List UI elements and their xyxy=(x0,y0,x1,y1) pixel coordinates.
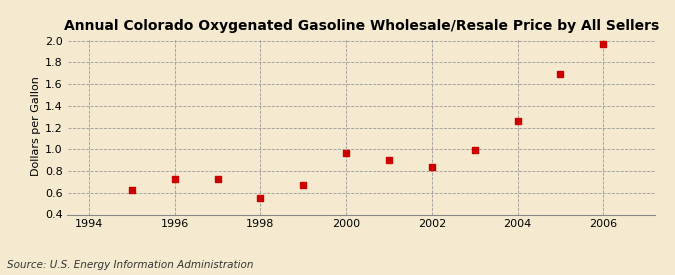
Point xyxy=(341,150,352,155)
Title: Annual Colorado Oxygenated Gasoline Wholesale/Resale Price by All Sellers: Annual Colorado Oxygenated Gasoline Whol… xyxy=(63,19,659,33)
Point xyxy=(512,119,523,123)
Point xyxy=(126,187,137,192)
Point xyxy=(427,164,437,169)
Y-axis label: Dollars per Gallon: Dollars per Gallon xyxy=(31,76,40,177)
Point xyxy=(255,196,266,200)
Point xyxy=(383,158,394,162)
Point xyxy=(212,177,223,181)
Text: Source: U.S. Energy Information Administration: Source: U.S. Energy Information Administ… xyxy=(7,260,253,270)
Point xyxy=(555,72,566,76)
Point xyxy=(169,177,180,181)
Point xyxy=(598,42,609,46)
Point xyxy=(469,148,480,153)
Point xyxy=(298,183,308,187)
